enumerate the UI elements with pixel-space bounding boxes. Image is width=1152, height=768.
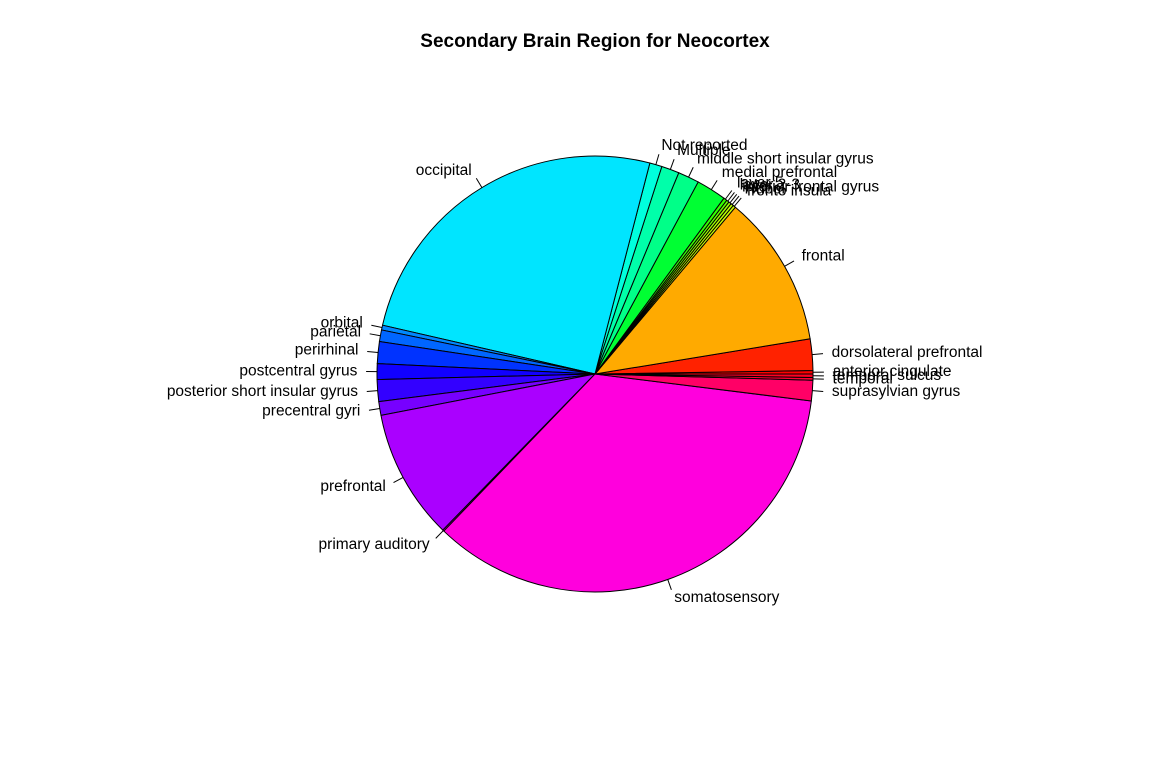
slice-label-precentral-gyri: precentral gyri	[262, 403, 360, 420]
label-tick-suprasylvian-gyrus	[812, 391, 823, 392]
slice-label-somatosensory: somatosensory	[674, 589, 779, 606]
slice-label-posterior-short-insular-gyrus: posterior short insular gyrus	[167, 383, 358, 400]
slice-label-perirhinal: perirhinal	[295, 342, 359, 359]
slice-label-occipital: occipital	[416, 162, 472, 179]
label-tick-perirhinal	[367, 351, 378, 352]
slice-label-temporal-sulcus: temporal sulcus	[833, 367, 942, 384]
label-tick-medial-prefrontal	[711, 180, 717, 189]
label-tick-prefrontal	[394, 477, 404, 482]
chart-title: Secondary Brain Region for Neocortex	[420, 31, 770, 52]
slice-label-not-reported: Not reported	[661, 137, 747, 154]
label-tick-orbital	[371, 325, 382, 327]
label-tick-posterior-short-insular-gyrus	[367, 391, 378, 392]
slice-label-primary-auditory: primary auditory	[319, 536, 430, 553]
slice-label-prefrontal: prefrontal	[320, 478, 385, 495]
label-tick-frontal	[785, 261, 794, 266]
slice-label-frontal: frontal	[802, 248, 845, 265]
label-tick-dorsolateral-prefrontal	[812, 354, 823, 355]
label-tick-middle-short-insular-gyrus	[689, 167, 694, 177]
label-tick-precentral-gyri	[369, 409, 380, 411]
pie-slices	[377, 156, 813, 592]
label-tick-not-reported	[656, 154, 659, 164]
label-tick-multiple	[670, 159, 674, 169]
label-tick-somatosensory	[668, 580, 672, 590]
label-tick-primary-auditory	[436, 531, 444, 539]
slice-label-postcentral-gyrus: postcentral gyrus	[239, 362, 357, 379]
slice-label-dorsolateral-prefrontal: dorsolateral prefrontal	[832, 344, 983, 361]
label-tick-occipital	[476, 178, 482, 187]
label-tick-fronto-insula	[734, 198, 741, 206]
label-tick-hubel	[732, 196, 739, 204]
label-tick-inferior-frontal-gyrus	[730, 194, 737, 203]
slice-label-parietal: parietal	[310, 323, 361, 340]
label-tick-parietal	[370, 334, 381, 336]
